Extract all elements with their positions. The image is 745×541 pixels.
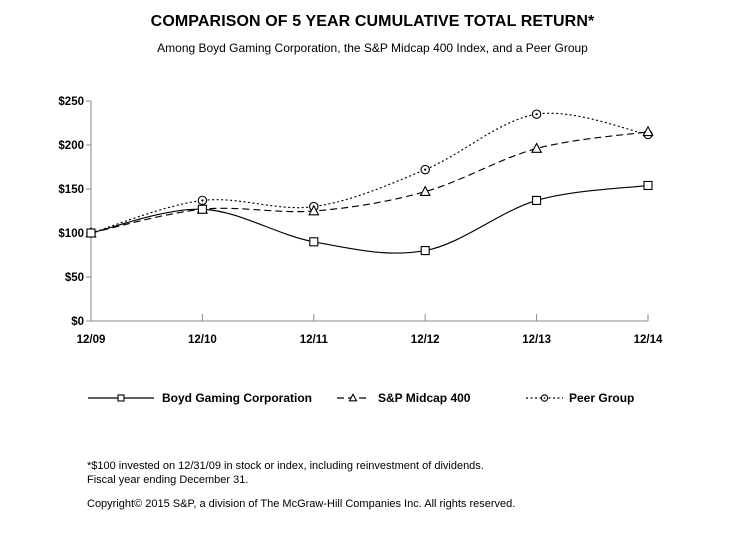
boyd-line-swatch-icon [88, 394, 154, 402]
legend-item-peer-group: Peer Group [526, 390, 634, 406]
series-line [90, 131, 649, 234]
triangle-marker [530, 142, 543, 153]
series-line [90, 112, 649, 234]
circle-marker-dot [535, 113, 538, 116]
chart-subtitle: Among Boyd Gaming Corporation, the S&P M… [157, 41, 588, 55]
circle-marker-dot [424, 168, 427, 171]
square-marker [117, 394, 125, 402]
triangle-marker [419, 185, 431, 196]
x-axis-tick-label: 12/12 [411, 334, 440, 346]
legend-label-sp-midcap-400: S&P Midcap 400 [378, 391, 471, 405]
chart-title: COMPARISON OF 5 YEAR CUMULATIVE TOTAL RE… [150, 13, 595, 30]
x-axis-tick-label: 12/14 [634, 334, 663, 346]
series-boyd-gaming-corporation [86, 180, 653, 256]
square-marker [420, 246, 430, 256]
y-axis-tick-label: $250 [58, 96, 84, 108]
x-axis-tick-label: 12/13 [522, 334, 551, 346]
footnote-copyright: Copyright© 2015 S&P, a division of The M… [87, 498, 516, 510]
square-marker [532, 195, 542, 205]
x-axis-tick-label: 12/10 [188, 334, 217, 346]
legend-label-boyd-gaming: Boyd Gaming Corporation [162, 391, 312, 405]
chart-footnotes: *$100 invested on 12/31/09 in stock or i… [87, 459, 484, 487]
sp-midcap-line-swatch-icon [337, 393, 369, 402]
circle-marker-dot [201, 199, 204, 202]
y-axis-tick-label: $150 [58, 184, 84, 196]
x-axis-tick-label: 12/09 [77, 334, 106, 346]
axes [86, 100, 649, 322]
square-marker [643, 180, 653, 191]
y-axis-tick-label: $100 [58, 228, 84, 240]
y-axis-tick-label: $200 [58, 140, 84, 152]
square-marker [309, 237, 319, 247]
y-axis-tick-label: $0 [71, 316, 84, 328]
x-axis-tick-label: 12/11 [300, 334, 329, 346]
circle-marker-dot [543, 397, 546, 399]
series-s-p-midcap-400 [85, 125, 654, 238]
triangle-marker [642, 125, 654, 137]
legend-label-peer-group: Peer Group [569, 391, 635, 405]
square-marker [86, 228, 96, 238]
footnote-fiscal-year: Fiscal year ending December 31. [87, 474, 249, 486]
legend-item-sp-midcap-400: S&P Midcap 400 [337, 390, 470, 406]
line-chart: $0 $50 $100 $150 $200 $250 12/09 12/10 12/11 12/1… [58, 96, 663, 346]
triangle-marker [348, 393, 358, 402]
footnote-invested: *$100 invested on 12/31/09 in stock or i… [87, 460, 484, 472]
series-peer-group [86, 109, 653, 238]
y-axis-tick-label: $50 [65, 272, 84, 284]
square-marker [197, 204, 207, 214]
peer-group-line-swatch-icon [526, 394, 563, 402]
series-line [90, 184, 649, 254]
legend-item-boyd-gaming: Boyd Gaming Corporation [88, 390, 312, 406]
triangle-marker [308, 204, 320, 216]
